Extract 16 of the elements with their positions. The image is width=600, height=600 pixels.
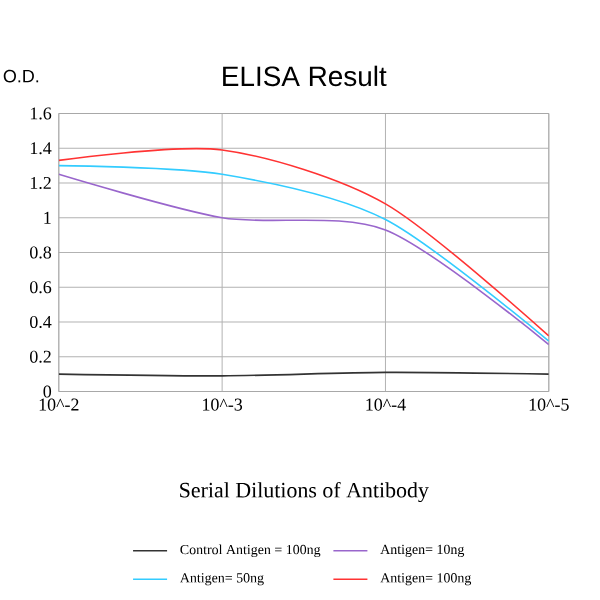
y-tick-label: 0.6: [30, 281, 52, 294]
x-axis-title: Serial Dilutions of Antibody: [180, 481, 429, 503]
chart-title: ELISA Result: [223, 65, 387, 87]
x-tick-label: 10^-2: [39, 398, 79, 411]
x-tick-label: 10^-4: [366, 398, 406, 411]
y-tick-label: 1: [44, 211, 51, 224]
y-tick-label: 1.6: [30, 107, 52, 120]
y-tick-label: 1.2: [30, 176, 51, 190]
y-tick-label: 0: [43, 385, 52, 398]
y-tick-label: 0.4: [30, 315, 52, 329]
x-tick-label: 10^-5: [529, 398, 569, 411]
y-tick-label: 0.8: [30, 246, 52, 259]
y-tick-label: 0.2: [30, 350, 51, 363]
y-axis-title: O.D.: [3, 69, 39, 83]
x-tick-label: 10^-3: [203, 398, 243, 411]
y-tick-label: 1.4: [30, 142, 52, 155]
